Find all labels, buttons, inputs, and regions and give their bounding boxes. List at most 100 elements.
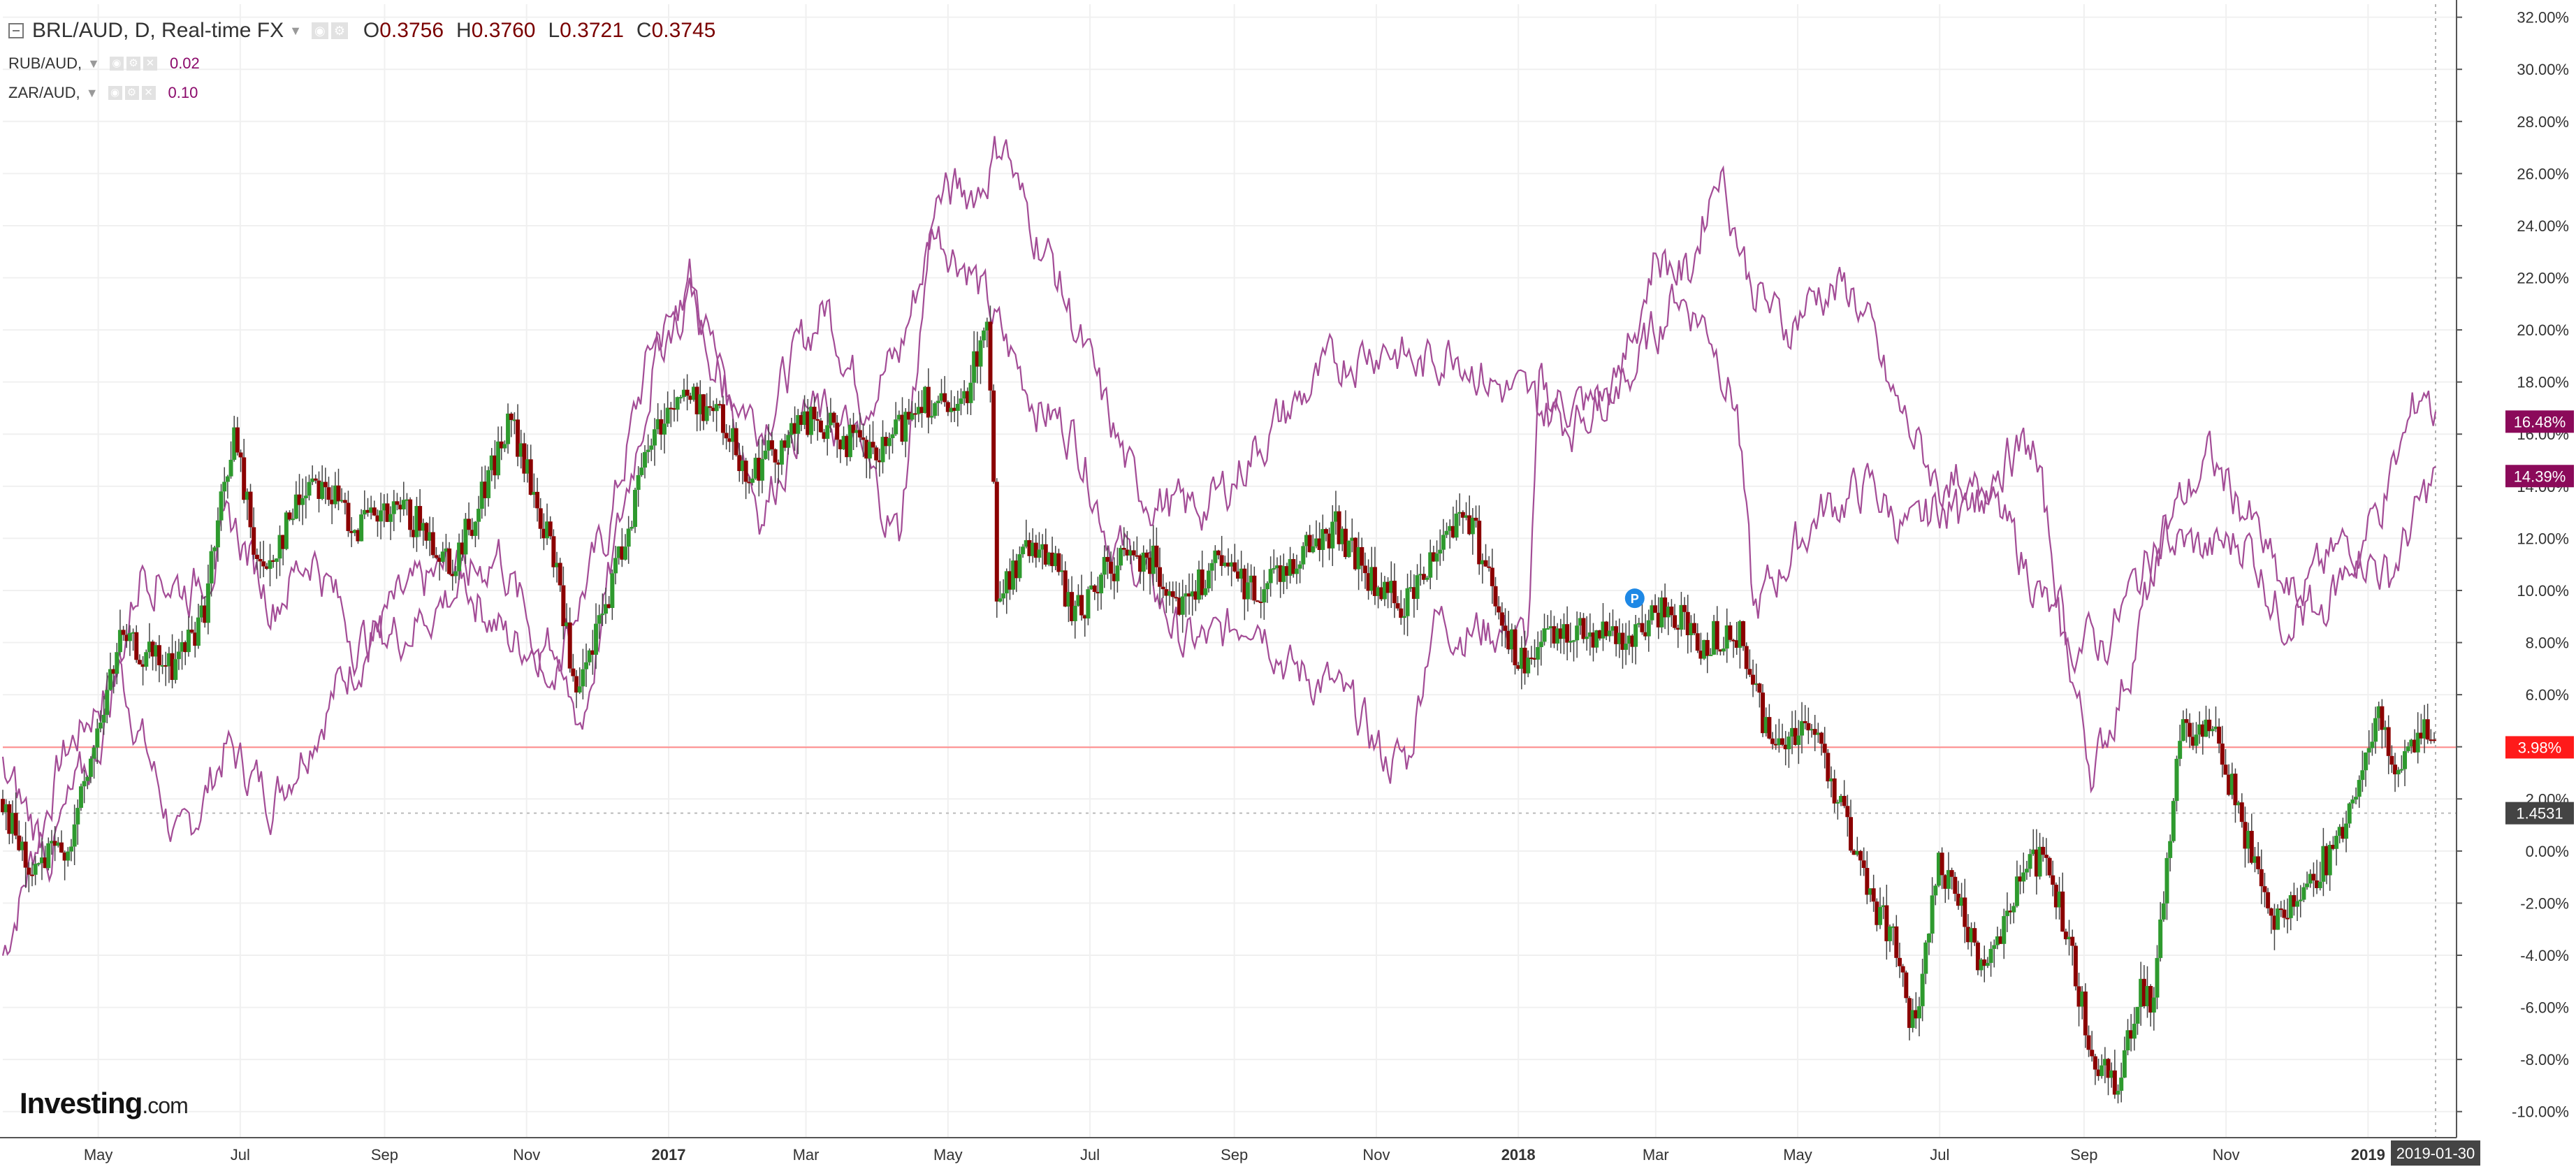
candle-body: [1624, 644, 1629, 650]
candle-body: [939, 393, 944, 401]
candle-body: [453, 571, 458, 577]
candle-body: [2337, 827, 2342, 836]
candle-body: [1119, 548, 1123, 566]
candle-body: [2116, 1090, 2120, 1095]
candle-body: [799, 414, 803, 425]
candle-body: [20, 841, 24, 850]
compare-symbol-label[interactable]: ZAR/AUD,: [8, 84, 80, 101]
candle-body: [1689, 623, 1694, 635]
candle-body: [857, 430, 862, 438]
candle-body: [473, 521, 478, 536]
candle-body: [1070, 592, 1075, 621]
candle-body: [2217, 726, 2222, 744]
candle-body: [1698, 651, 1703, 659]
candle-body: [2041, 846, 2046, 855]
candle-body: [268, 560, 272, 570]
close-icon[interactable]: ✕: [143, 57, 157, 71]
candle-body: [815, 419, 820, 421]
candle-body: [203, 605, 208, 623]
candle-body: [1480, 560, 1485, 565]
collapse-icon[interactable]: [8, 23, 24, 38]
candle-body: [1470, 517, 1475, 535]
candle-body: [189, 629, 194, 633]
close-icon[interactable]: ✕: [141, 86, 156, 100]
gear-icon[interactable]: ⚙: [124, 86, 139, 100]
candle-body: [1311, 546, 1316, 553]
candle-body: [1399, 608, 1404, 618]
candle-body: [1235, 571, 1240, 579]
candle-body: [802, 411, 807, 425]
candle-body: [2376, 706, 2381, 718]
candle-body: [1675, 628, 1680, 630]
candle-body: [923, 386, 928, 414]
candle-body: [1490, 567, 1494, 586]
candle-body: [1278, 565, 1283, 582]
candle-body: [730, 428, 735, 442]
candle-body: [1643, 632, 1648, 637]
candle-body: [117, 630, 122, 653]
candle-body: [2151, 997, 2156, 1013]
compare-row-zar[interactable]: ZAR/AUD, ▼ ◉ ⚙ ✕ 0.10: [8, 78, 715, 108]
chevron-down-icon[interactable]: ▼: [87, 56, 100, 71]
candle-body: [1115, 565, 1120, 581]
candle-body: [313, 478, 318, 481]
candle-body: [2207, 719, 2212, 732]
compare-symbol-label[interactable]: RUB/AUD,: [8, 55, 82, 72]
candle-body: [2004, 911, 2009, 916]
chevron-down-icon[interactable]: ▼: [289, 23, 302, 38]
candle-body: [1995, 936, 2000, 945]
chevron-down-icon[interactable]: ▼: [85, 85, 99, 100]
candle-body: [1979, 959, 1984, 971]
candle-body: [632, 489, 637, 528]
compare-row-rub[interactable]: RUB/AUD, ▼ ◉ ⚙ ✕ 0.02: [8, 49, 715, 78]
candle-body: [1738, 621, 1742, 648]
candle-body: [926, 386, 931, 418]
candle-body: [1072, 605, 1077, 621]
candle-body: [1585, 637, 1589, 639]
candle-body: [88, 758, 93, 777]
candle-body: [965, 391, 970, 403]
candle-body: [2102, 1059, 2107, 1066]
candle-body: [476, 509, 481, 522]
eye-icon[interactable]: ◉: [311, 22, 328, 39]
gear-icon[interactable]: ⚙: [126, 57, 140, 71]
candle-body: [1242, 568, 1247, 600]
eye-icon[interactable]: ◉: [109, 57, 124, 71]
candle-body: [1431, 552, 1436, 562]
candle-body: [1722, 648, 1726, 652]
candle-body: [796, 414, 801, 434]
candle-body: [437, 558, 442, 562]
y-tick-label: 20.00%: [2517, 321, 2569, 339]
candle-body: [933, 403, 938, 416]
candle-body: [2139, 978, 2144, 1007]
candle-body: [962, 391, 967, 399]
candle-body: [2360, 770, 2365, 781]
candle-body: [2429, 739, 2433, 741]
candle-body: [1868, 888, 1872, 895]
candle-body: [2190, 737, 2195, 746]
main-symbol-row[interactable]: BRL/AUD, D, Real-time FX ▼ ◉ ⚙ O 0.3756 H…: [8, 13, 715, 49]
candle-body: [1252, 575, 1257, 601]
candle-body: [1467, 515, 1472, 535]
candle-body: [884, 437, 889, 447]
candle-body: [743, 461, 748, 482]
candle-body: [1669, 607, 1674, 616]
candle-body: [1904, 972, 1909, 999]
candle-body: [1239, 568, 1244, 579]
candle-body: [718, 404, 722, 406]
gear-icon[interactable]: ⚙: [330, 22, 348, 39]
candle-body: [1741, 621, 1746, 646]
candle-body: [606, 604, 611, 608]
candle-body: [2090, 1050, 2095, 1057]
candle-body: [2370, 741, 2375, 748]
eye-icon[interactable]: ◉: [108, 86, 122, 100]
main-symbol-label[interactable]: BRL/AUD, D, Real-time FX: [32, 19, 284, 42]
candle-body: [2008, 911, 2013, 913]
candle-body: [769, 440, 774, 450]
candle-body: [293, 494, 298, 519]
candle-body: [724, 433, 729, 439]
candle-body: [2047, 857, 2052, 876]
candle-body: [565, 622, 569, 627]
